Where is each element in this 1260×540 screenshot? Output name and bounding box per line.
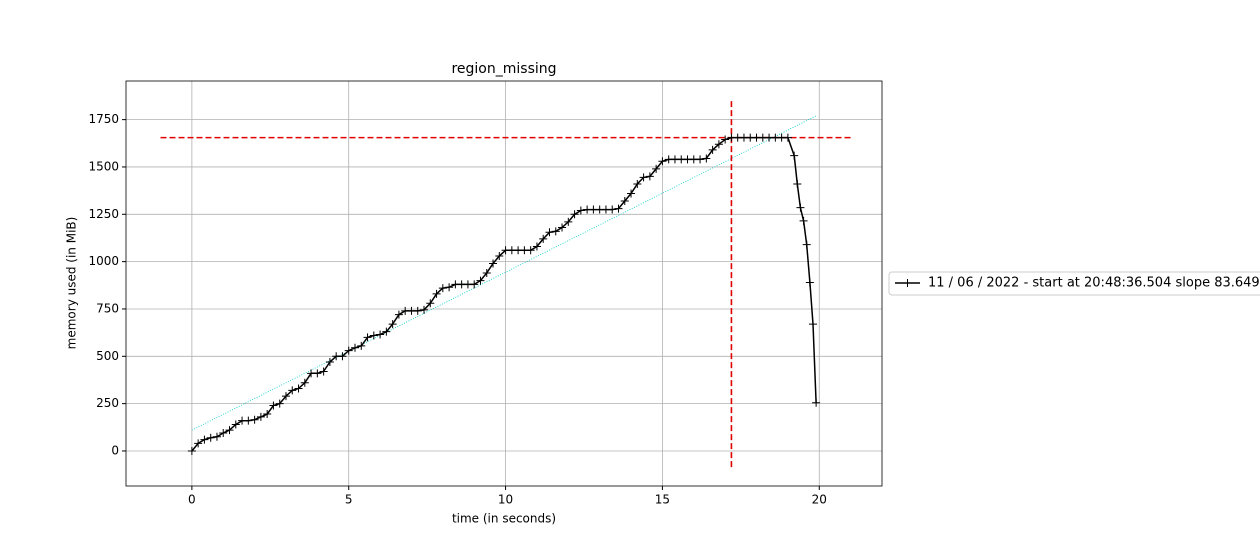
point-marker bbox=[645, 172, 654, 181]
x-tick-label: 5 bbox=[345, 493, 353, 507]
point-marker bbox=[281, 392, 290, 401]
x-tick-label: 20 bbox=[812, 493, 827, 507]
y-tick-label: 750 bbox=[96, 301, 119, 315]
point-marker bbox=[438, 284, 447, 293]
point-marker bbox=[652, 164, 661, 173]
point-marker bbox=[799, 216, 808, 225]
point-marker bbox=[376, 330, 385, 339]
point-marker bbox=[639, 173, 648, 182]
point-marker bbox=[812, 398, 821, 407]
y-tick-label: 250 bbox=[96, 396, 119, 410]
point-marker bbox=[344, 346, 353, 355]
point-marker bbox=[482, 268, 491, 277]
point-marker bbox=[413, 306, 422, 315]
point-marker bbox=[793, 180, 802, 189]
plot-area bbox=[126, 81, 882, 486]
point-marker bbox=[357, 341, 366, 350]
point-marker bbox=[256, 412, 265, 421]
point-marker bbox=[445, 283, 454, 292]
point-marker bbox=[808, 320, 817, 329]
point-marker bbox=[263, 410, 272, 419]
point-marker bbox=[532, 242, 541, 251]
point-marker bbox=[489, 259, 498, 268]
y-tick-label: 1750 bbox=[88, 112, 119, 126]
point-marker bbox=[495, 251, 504, 260]
point-marker bbox=[696, 155, 705, 164]
point-marker bbox=[426, 299, 435, 308]
point-marker bbox=[608, 205, 617, 214]
point-marker bbox=[551, 227, 560, 236]
y-tick-label: 0 bbox=[111, 443, 119, 457]
point-marker bbox=[570, 210, 579, 219]
point-marker bbox=[194, 439, 203, 448]
point-marker bbox=[319, 367, 328, 376]
point-marker bbox=[394, 310, 403, 319]
point-marker bbox=[382, 327, 391, 336]
point-marker bbox=[300, 378, 309, 387]
point-marker bbox=[476, 276, 485, 285]
point-marker bbox=[363, 333, 372, 342]
legend-box bbox=[888, 271, 1260, 296]
point-marker bbox=[558, 223, 567, 232]
point-marker bbox=[714, 140, 723, 149]
point-marker bbox=[627, 189, 636, 198]
point-marker bbox=[225, 426, 234, 435]
point-marker bbox=[420, 305, 429, 314]
point-marker bbox=[388, 320, 397, 329]
point-marker bbox=[250, 415, 259, 424]
chart-title: region_missing bbox=[451, 61, 556, 77]
point-marker bbox=[614, 204, 623, 213]
axes-frame bbox=[125, 80, 883, 487]
point-marker bbox=[313, 369, 322, 378]
point-marker bbox=[658, 157, 667, 166]
y-tick-label: 1250 bbox=[88, 207, 119, 221]
point-marker bbox=[545, 228, 554, 237]
point-marker bbox=[231, 420, 240, 429]
point-marker bbox=[338, 352, 347, 361]
point-marker bbox=[369, 331, 378, 340]
point-marker bbox=[790, 151, 799, 160]
point-marker bbox=[212, 432, 221, 441]
point-marker bbox=[721, 135, 730, 144]
legend-label: 11 / 06 / 2022 - start at 20:48:36.504 s… bbox=[928, 276, 1260, 291]
x-tick-label: 10 bbox=[498, 493, 513, 507]
point-marker bbox=[219, 428, 228, 437]
point-marker bbox=[200, 435, 209, 444]
point-marker bbox=[244, 416, 253, 425]
point-marker bbox=[350, 343, 359, 352]
x-tick-label: 0 bbox=[188, 493, 196, 507]
point-marker bbox=[802, 240, 811, 249]
x-axis-label: time (in seconds) bbox=[452, 512, 556, 526]
point-marker bbox=[269, 401, 278, 410]
point-marker bbox=[805, 278, 814, 287]
point-marker bbox=[294, 384, 303, 393]
y-tick-label: 1500 bbox=[88, 159, 119, 173]
y-axis-label: memory used (in MiB) bbox=[65, 217, 79, 350]
y-tick-label: 1000 bbox=[88, 254, 119, 268]
point-marker bbox=[564, 217, 573, 226]
x-tick-label: 15 bbox=[655, 493, 670, 507]
point-marker bbox=[708, 145, 717, 154]
point-marker bbox=[796, 203, 805, 212]
y-tick-label: 500 bbox=[96, 349, 119, 363]
point-marker bbox=[526, 246, 535, 255]
point-marker bbox=[275, 399, 284, 408]
point-marker bbox=[620, 197, 629, 206]
point-marker bbox=[576, 206, 585, 215]
point-marker bbox=[206, 433, 215, 442]
point-marker bbox=[702, 154, 711, 163]
point-marker bbox=[470, 280, 479, 289]
point-marker bbox=[432, 289, 441, 298]
point-marker bbox=[539, 234, 548, 243]
point-marker bbox=[288, 386, 297, 395]
legend-marker bbox=[903, 279, 912, 287]
point-marker bbox=[783, 133, 792, 142]
point-marker bbox=[325, 357, 334, 366]
point-marker bbox=[187, 446, 196, 455]
point-marker bbox=[633, 180, 642, 189]
